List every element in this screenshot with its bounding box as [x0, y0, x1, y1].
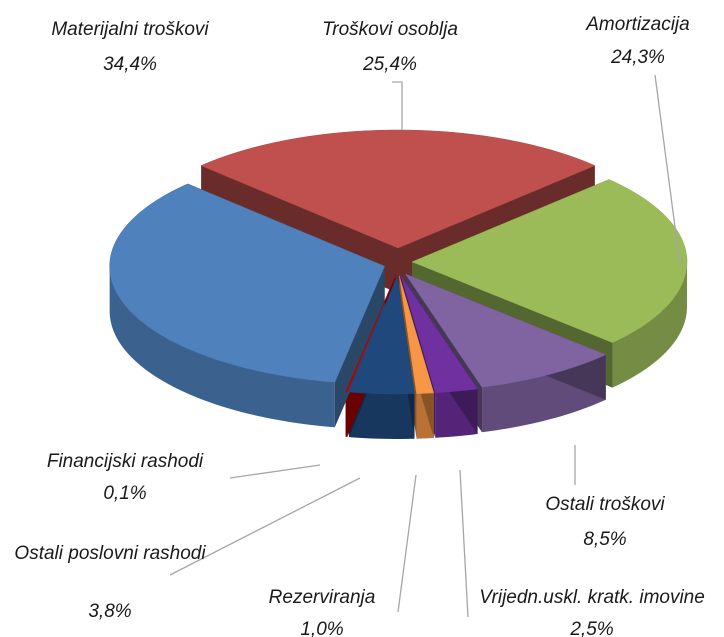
category-label: Materijalni troškovi	[51, 19, 209, 40]
value-label: 1,0%	[300, 619, 343, 637]
category-label: Ostali poslovni rashodi	[14, 543, 206, 564]
slice-side	[612, 261, 687, 388]
category-label: Rezerviranja	[269, 587, 376, 608]
value-label: 0,1%	[103, 483, 146, 504]
slice-side	[109, 266, 335, 428]
category-label: Troškovi osoblja	[322, 19, 458, 40]
leader-line	[392, 81, 403, 130]
category-label: Financijski rashodi	[47, 451, 204, 472]
value-label: 2,5%	[569, 619, 613, 637]
slice	[400, 275, 478, 394]
leader-line	[229, 464, 321, 479]
slice	[345, 275, 396, 393]
value-label: 25,4%	[362, 54, 417, 75]
slice-side	[349, 392, 415, 439]
leader-line	[169, 477, 361, 576]
category-label: Ostali troškovi	[545, 494, 665, 515]
tops	[109, 129, 688, 395]
leader-line	[397, 474, 417, 613]
slice	[404, 273, 607, 388]
slice	[200, 129, 596, 249]
slice-wall	[334, 266, 385, 428]
category-label: Amortizacija	[585, 14, 689, 35]
leader-line	[459, 469, 469, 618]
value-label: 8,5%	[583, 529, 626, 550]
value-label: 3,8%	[88, 601, 131, 622]
value-label: 24,3%	[610, 47, 665, 68]
leader-line	[654, 74, 681, 266]
slice	[399, 275, 435, 394]
slice	[411, 179, 688, 343]
slice	[348, 275, 415, 395]
category-label: Vrijedn.uskl. kratk. imovine	[479, 587, 705, 608]
value-label: 34,4%	[103, 54, 157, 75]
slice	[109, 183, 385, 383]
